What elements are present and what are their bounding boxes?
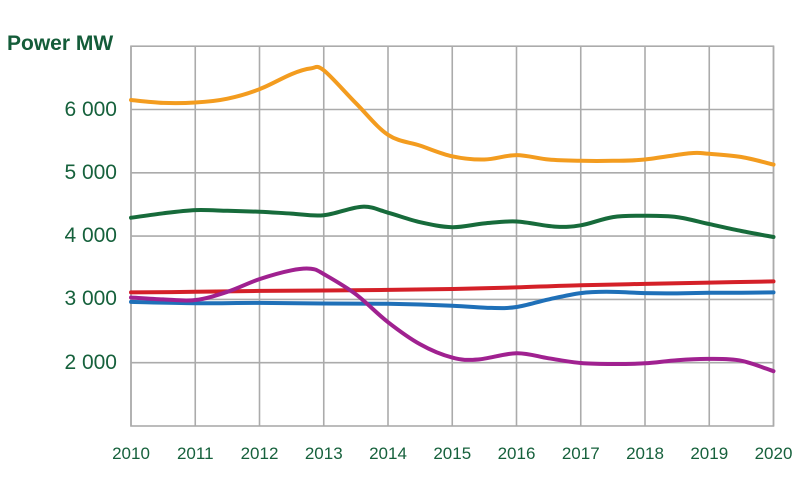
- x-tick-label: 2015: [433, 444, 472, 463]
- dark-green-line: [129, 204, 776, 239]
- x-tick-label: 2016: [497, 444, 536, 463]
- x-tick-label: 2019: [690, 444, 729, 463]
- x-tick-label: 2020: [754, 444, 793, 463]
- x-tick-label: 2013: [304, 444, 343, 463]
- y-tick-label: 3 000: [64, 287, 117, 311]
- x-tick-label: 2012: [240, 444, 279, 463]
- orange-line: [129, 64, 776, 167]
- blue-line: [129, 289, 776, 311]
- x-tick-label: 2017: [561, 444, 600, 463]
- x-tick-label: 2011: [176, 444, 214, 463]
- y-axis-title: Power MW: [7, 32, 114, 55]
- red-line: [129, 279, 776, 295]
- y-tick-label: 5 000: [64, 160, 117, 184]
- x-tick-label: 2010: [112, 444, 150, 463]
- x-tick-label: 2014: [369, 444, 407, 463]
- y-tick-label: 4 000: [64, 224, 117, 248]
- x-tick-label: 2018: [626, 444, 664, 463]
- purple-line: [129, 266, 776, 374]
- y-tick-label: 2 000: [64, 350, 117, 374]
- y-tick-label: 6 000: [64, 97, 117, 121]
